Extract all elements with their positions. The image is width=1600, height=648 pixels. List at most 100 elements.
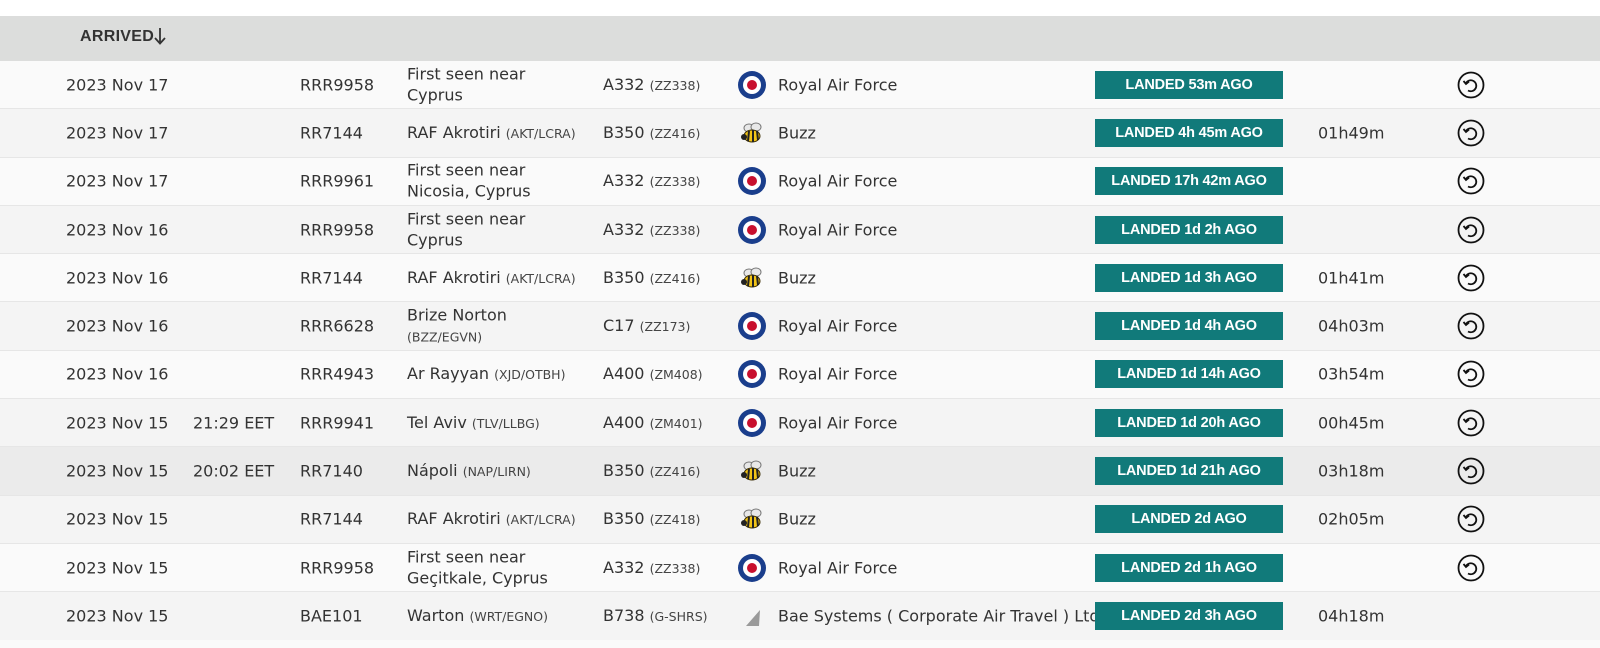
aircraft-type: A332 bbox=[603, 171, 645, 191]
airline-name[interactable]: Buzz bbox=[778, 123, 816, 143]
aircraft-type: A332 bbox=[603, 74, 645, 94]
table-row[interactable]: 2023 Nov 16 RRR9958 First seen near Cypr… bbox=[0, 205, 1600, 255]
aircraft-cell[interactable]: A332 (ZZ338) bbox=[603, 557, 700, 579]
track-replay-icon[interactable] bbox=[1457, 457, 1485, 485]
aircraft-cell[interactable]: B738 (G-SHRS) bbox=[603, 605, 708, 627]
airline-name[interactable]: Royal Air Force bbox=[778, 75, 898, 95]
table-row[interactable]: 2023 Nov 15 21:29 EET RRR9941 Tel Aviv (… bbox=[0, 399, 1600, 448]
aircraft-cell[interactable]: A332 (ZZ338) bbox=[603, 170, 700, 192]
airline-name[interactable]: Royal Air Force bbox=[778, 413, 898, 433]
track-replay-icon[interactable] bbox=[1457, 554, 1485, 582]
duration-cell: 01h49m bbox=[1318, 123, 1385, 143]
aircraft-cell[interactable]: A332 (ZZ338) bbox=[603, 219, 700, 241]
aircraft-type: B738 bbox=[603, 605, 645, 625]
table-row[interactable]: 2023 Nov 16 RRR4943 Ar Rayyan (XJD/OTBH)… bbox=[0, 350, 1600, 400]
aircraft-registration: (G-SHRS) bbox=[649, 608, 708, 624]
date-cell: 2023 Nov 17 bbox=[66, 171, 169, 191]
aircraft-cell[interactable]: B350 (ZZ418) bbox=[603, 508, 700, 530]
origin-code: (BZZ/EGVN) bbox=[407, 329, 483, 345]
airline-name[interactable]: Buzz bbox=[778, 268, 816, 288]
track-replay-icon[interactable] bbox=[1457, 505, 1485, 533]
airline-name[interactable]: Bae Systems ( Corporate Air Travel ) Ltd bbox=[778, 606, 1100, 626]
table-row[interactable]: 2023 Nov 17 RRR9958 First seen near Cypr… bbox=[0, 61, 1600, 110]
origin-code: (XJD/OTBH) bbox=[494, 367, 566, 383]
aircraft-cell[interactable]: B350 (ZZ416) bbox=[603, 122, 700, 144]
airline-name[interactable]: Royal Air Force bbox=[778, 171, 898, 191]
track-replay-icon[interactable] bbox=[1457, 71, 1485, 99]
origin-cell[interactable]: Nápoli (NAP/LIRN) bbox=[407, 460, 582, 482]
table-row[interactable]: 2023 Nov 15 20:02 EET RR7140 Nápoli (NAP… bbox=[0, 447, 1600, 496]
aircraft-registration: (ZZ173) bbox=[639, 319, 691, 335]
raf-roundel-icon bbox=[738, 215, 766, 244]
aircraft-cell[interactable]: B350 (ZZ416) bbox=[603, 267, 700, 289]
table-row[interactable]: 2023 Nov 17 RRR9961 First seen near Nico… bbox=[0, 157, 1600, 206]
origin-name: RAF Akrotiri bbox=[407, 122, 501, 142]
aircraft-registration: (ZZ418) bbox=[649, 512, 701, 528]
origin-name: First seen near Nicosia, Cyprus bbox=[407, 160, 531, 201]
origin-cell[interactable]: First seen near Cyprus bbox=[407, 63, 582, 106]
raf-roundel-icon bbox=[738, 167, 766, 196]
arrived-column-header[interactable]: ARRIVED bbox=[80, 28, 155, 45]
aircraft-type: A332 bbox=[603, 219, 645, 239]
origin-name: First seen near Geçitkale, Cyprus bbox=[407, 547, 548, 588]
track-replay-icon[interactable] bbox=[1457, 167, 1485, 195]
flight-number-link[interactable]: RRR9958 bbox=[300, 220, 375, 240]
origin-cell[interactable]: RAF Akrotiri (AKT/LCRA) bbox=[407, 508, 582, 530]
flight-number-link[interactable]: RR7144 bbox=[300, 123, 363, 143]
flight-number-link[interactable]: BAE101 bbox=[300, 606, 363, 626]
flight-number-link[interactable]: RRR4943 bbox=[300, 364, 375, 384]
flight-number-link[interactable]: RR7140 bbox=[300, 461, 363, 481]
date-cell: 2023 Nov 15 bbox=[66, 558, 169, 578]
origin-cell[interactable]: Warton (WRT/EGNO) bbox=[407, 605, 582, 627]
track-replay-icon[interactable] bbox=[1457, 264, 1485, 292]
status-badge: LANDED 1d 4h AGO bbox=[1095, 312, 1283, 341]
aircraft-cell[interactable]: A400 (ZM401) bbox=[603, 412, 703, 434]
origin-cell[interactable]: Brize Norton (BZZ/EGVN) bbox=[407, 305, 582, 348]
date-cell: 2023 Nov 17 bbox=[66, 123, 169, 143]
aircraft-type: B350 bbox=[603, 267, 645, 287]
airline-name[interactable]: Royal Air Force bbox=[778, 220, 898, 240]
flight-number-link[interactable]: RRR6628 bbox=[300, 316, 375, 336]
aircraft-cell[interactable]: A332 (ZZ338) bbox=[603, 74, 700, 96]
airline-name[interactable]: Royal Air Force bbox=[778, 558, 898, 578]
table-row[interactable]: 2023 Nov 15 BAE101 Warton (WRT/EGNO) B73… bbox=[0, 592, 1600, 641]
duration-cell: 04h18m bbox=[1318, 606, 1385, 626]
origin-cell[interactable]: Ar Rayyan (XJD/OTBH) bbox=[407, 363, 582, 385]
aircraft-cell[interactable]: B350 (ZZ416) bbox=[603, 460, 700, 482]
airline-name[interactable]: Royal Air Force bbox=[778, 364, 898, 384]
table-row[interactable]: 2023 Nov 17 RR7144 RAF Akrotiri (AKT/LCR… bbox=[0, 109, 1600, 158]
track-replay-icon[interactable] bbox=[1457, 119, 1485, 147]
aircraft-registration: (ZZ338) bbox=[649, 560, 701, 576]
flight-number-link[interactable]: RR7144 bbox=[300, 509, 363, 529]
flight-number-link[interactable]: RRR9958 bbox=[300, 75, 375, 95]
aircraft-cell[interactable]: C17 (ZZ173) bbox=[603, 315, 690, 337]
aircraft-cell[interactable]: A400 (ZM408) bbox=[603, 363, 703, 385]
airline-name[interactable]: Buzz bbox=[778, 509, 816, 529]
airline-name[interactable]: Buzz bbox=[778, 461, 816, 481]
table-row[interactable]: 2023 Nov 16 RR7144 RAF Akrotiri (AKT/LCR… bbox=[0, 254, 1600, 303]
duration-cell: 04h03m bbox=[1318, 316, 1385, 336]
flight-number-link[interactable]: RRR9941 bbox=[300, 413, 375, 433]
origin-cell[interactable]: First seen near Cyprus bbox=[407, 208, 582, 251]
airline-name[interactable]: Royal Air Force bbox=[778, 316, 898, 336]
flight-number-link[interactable]: RRR9958 bbox=[300, 558, 375, 578]
date-cell: 2023 Nov 15 bbox=[66, 461, 169, 481]
status-badge: LANDED 1d 2h AGO bbox=[1095, 215, 1283, 244]
arrow-down-icon[interactable] bbox=[152, 25, 168, 47]
track-replay-icon[interactable] bbox=[1457, 360, 1485, 388]
table-row[interactable]: 2023 Nov 15 RR7144 RAF Akrotiri (AKT/LCR… bbox=[0, 495, 1600, 544]
origin-cell[interactable]: RAF Akrotiri (AKT/LCRA) bbox=[407, 267, 582, 289]
flight-number-link[interactable]: RRR9961 bbox=[300, 171, 375, 191]
origin-cell[interactable]: RAF Akrotiri (AKT/LCRA) bbox=[407, 122, 582, 144]
duration-cell: 00h45m bbox=[1318, 413, 1385, 433]
origin-cell[interactable]: Tel Aviv (TLV/LLBG) bbox=[407, 412, 582, 434]
flight-number-link[interactable]: RR7144 bbox=[300, 268, 363, 288]
table-row[interactable]: 2023 Nov 16 RRR6628 Brize Norton (BZZ/EG… bbox=[0, 302, 1600, 351]
track-replay-icon[interactable] bbox=[1457, 409, 1485, 437]
track-replay-icon[interactable] bbox=[1457, 216, 1485, 244]
origin-code: (TLV/LLBG) bbox=[471, 415, 540, 431]
track-replay-icon[interactable] bbox=[1457, 312, 1485, 340]
origin-cell[interactable]: First seen near Nicosia, Cyprus bbox=[407, 160, 582, 203]
origin-cell[interactable]: First seen near Geçitkale, Cyprus bbox=[407, 546, 582, 589]
table-row[interactable]: 2023 Nov 15 RRR9958 First seen near Geçi… bbox=[0, 543, 1600, 593]
